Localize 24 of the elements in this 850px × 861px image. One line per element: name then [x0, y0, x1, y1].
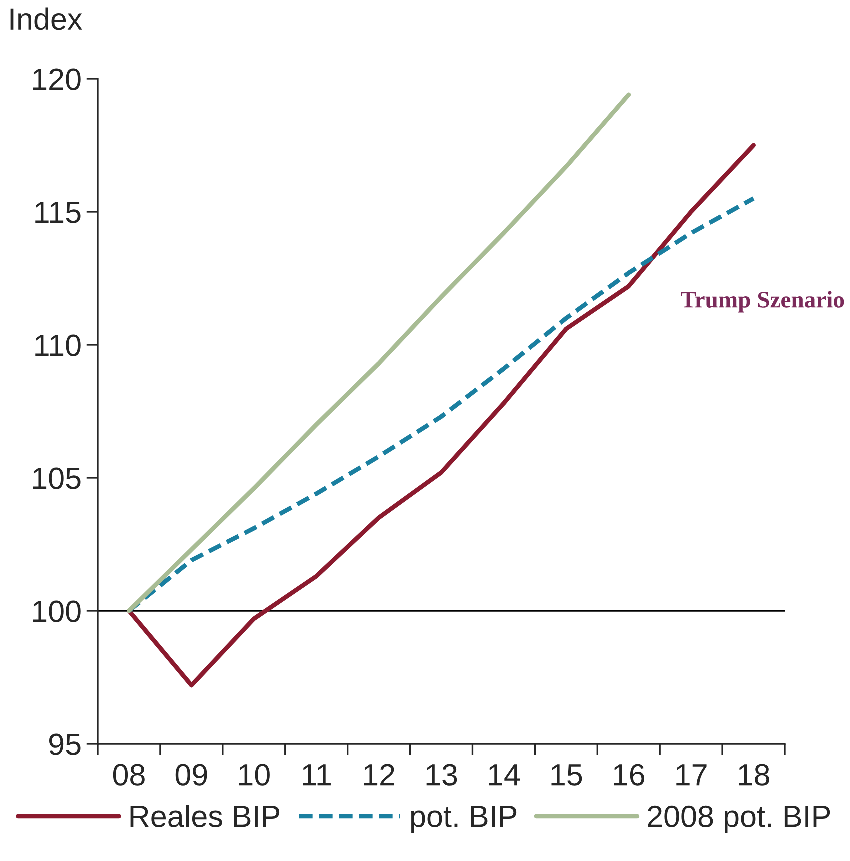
legend-label: pot. BIP: [411, 806, 517, 834]
legend-label: 2008 pot. BIP: [648, 806, 830, 834]
y-axis-title: Index: [10, 8, 82, 30]
line-series: [127, 143, 756, 688]
x-tick-label: 15: [552, 764, 582, 786]
y-tick-label: 95: [49, 734, 81, 756]
x-tick-label: 08: [113, 764, 145, 786]
annotation: Trump Szenario: [681, 291, 844, 313]
legend-label: Reales BIP: [130, 805, 280, 828]
x-tick-label: 13: [426, 764, 458, 786]
x-tick-label: 09: [176, 764, 208, 786]
y-tick-label: 105: [33, 468, 81, 490]
x-tick-label: 17: [676, 764, 707, 786]
y-tick-label: 100: [33, 600, 81, 622]
x-tick-label: 12: [364, 764, 395, 786]
x-tick-label: 16: [614, 764, 645, 786]
x-tick-label: 14: [489, 764, 520, 786]
y-tick-label: 110: [36, 334, 81, 356]
y-tick-label: 115: [36, 202, 81, 224]
line-series: [127, 92, 632, 614]
x-tick-label: 11: [303, 764, 331, 786]
y-tick-label: 120: [33, 68, 81, 90]
x-tick-label: 18: [739, 764, 770, 786]
x-tick-label: 10: [239, 764, 270, 786]
